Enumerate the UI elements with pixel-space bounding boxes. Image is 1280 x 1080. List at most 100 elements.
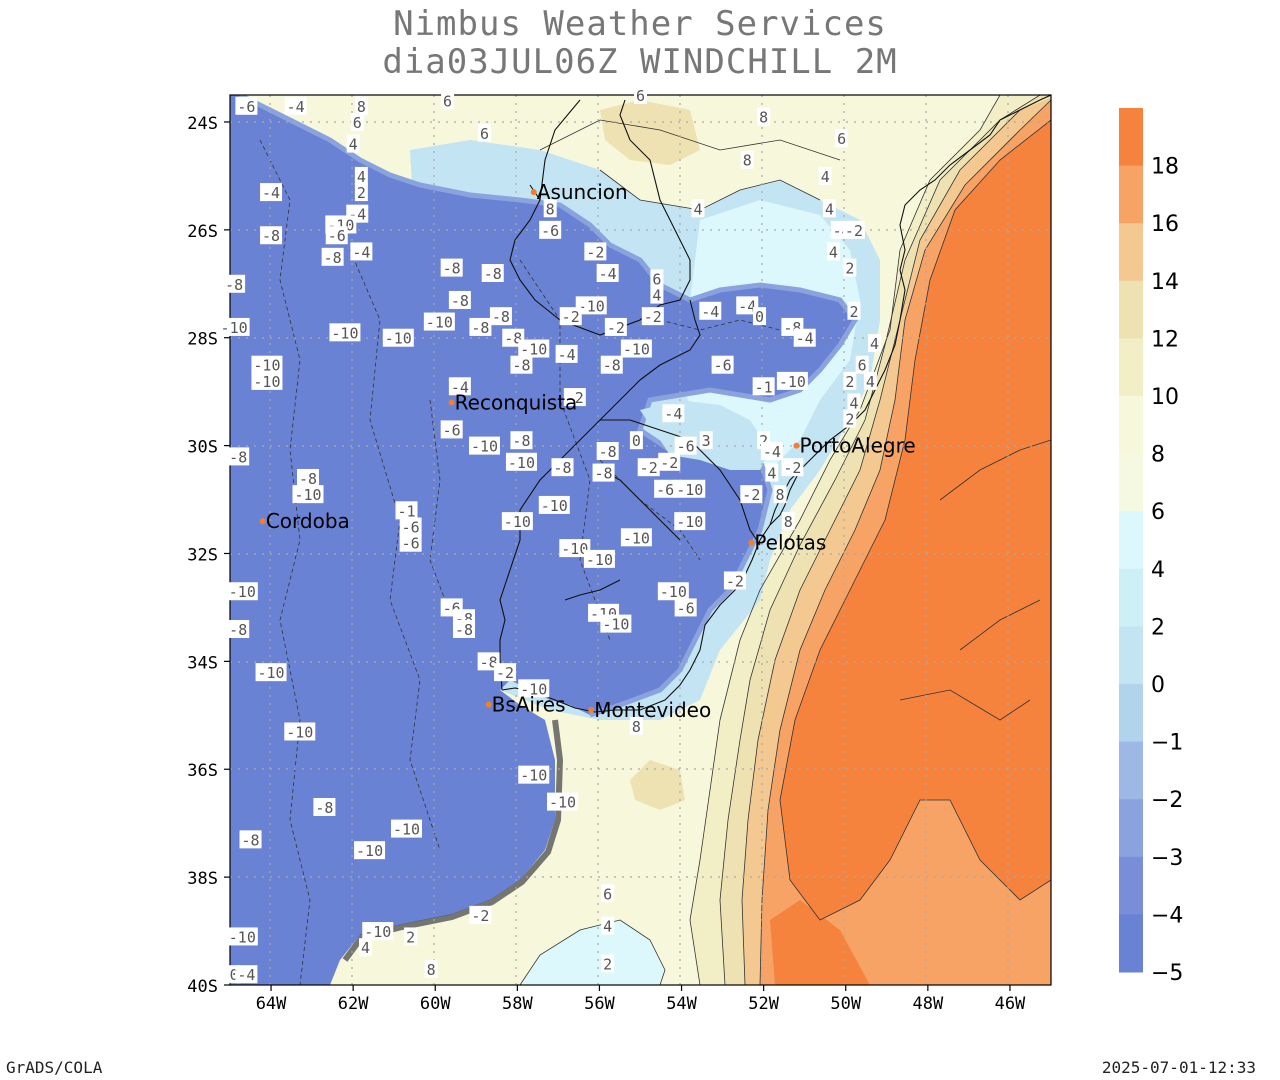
- contour-label-text: -8: [603, 357, 621, 375]
- contour-label-bg: [518, 339, 550, 358]
- contour-label-bg: [855, 355, 869, 374]
- contour-label-bg: [239, 830, 262, 849]
- contour-label: -4: [235, 965, 258, 984]
- contour-label: -4: [448, 377, 471, 396]
- lon-label: 54W: [666, 994, 697, 1014]
- zone-16-18-south: [770, 900, 870, 985]
- contour-label: -8: [600, 355, 623, 375]
- contour-label: 2: [354, 183, 368, 202]
- contour-label-text: -2: [586, 243, 604, 261]
- contour-label: -4: [760, 442, 783, 461]
- city-label: Reconquista: [455, 390, 578, 414]
- contour-label-text: -10: [253, 357, 280, 375]
- contour-label: -6: [711, 355, 734, 375]
- colorbar-segment: [1119, 453, 1143, 512]
- contour-label-text: 8: [784, 513, 793, 531]
- contour-label-text: -4: [451, 378, 469, 396]
- contour-label-text: -8: [484, 265, 502, 283]
- contour-label-text: -2: [640, 459, 658, 477]
- contour-label-text: -8: [443, 260, 461, 278]
- contour-label-text: -2: [496, 664, 514, 682]
- city-label: Cordoba: [266, 509, 350, 533]
- contour-label-text: -10: [294, 486, 321, 504]
- contour-label: -2: [469, 905, 492, 925]
- contour-label: 2: [601, 954, 615, 973]
- contour-label-text: -10: [258, 664, 285, 682]
- contour-label-bg: [842, 220, 865, 239]
- lon-label: 60W: [420, 994, 451, 1014]
- contour-label-text: -4: [738, 297, 756, 315]
- contour-label-text: -10: [676, 481, 703, 499]
- contour-label: 4: [847, 393, 861, 412]
- contour-label: -4: [260, 183, 283, 202]
- contour-label-bg: [583, 549, 615, 568]
- colorbar-label: 14: [1151, 270, 1179, 295]
- contour-label-bg: [441, 91, 455, 110]
- contour-label-bg: [350, 242, 373, 261]
- contour-label-text: 4: [767, 465, 776, 483]
- contour-label: -8: [313, 798, 336, 817]
- contour-label: -8: [260, 226, 283, 245]
- colorbar-segment: [1119, 511, 1143, 570]
- colorbar-label: −3: [1151, 846, 1183, 871]
- contour-label-bg: [399, 517, 422, 536]
- contour-label-text: -6: [677, 438, 695, 456]
- graticule: [230, 95, 1051, 985]
- contour-label-text: -4: [599, 265, 617, 283]
- contour-label: -10: [583, 549, 615, 569]
- contour-label: -4: [736, 296, 759, 315]
- contour-label-text: -6: [656, 481, 674, 499]
- zone-16-18: [780, 120, 1051, 920]
- contour-label: -6: [674, 436, 697, 456]
- contour-label-bg: [654, 479, 677, 498]
- contour-label: 4: [650, 285, 664, 305]
- contour-label: -1: [395, 501, 418, 520]
- contour-label-text: -10: [578, 297, 605, 315]
- contour-label-bg: [404, 927, 418, 946]
- contour-label-bg: [555, 344, 578, 363]
- contour-label-bg: [292, 485, 324, 504]
- contour-label: -8: [452, 620, 475, 639]
- contour-label-bg: [863, 371, 877, 390]
- contour-label-text: 8: [759, 109, 768, 127]
- colorbar-segment: [1119, 626, 1143, 685]
- contour-label-text: -2: [566, 389, 584, 407]
- contour-label-text: -10: [504, 513, 531, 531]
- contour-label-text: -10: [541, 497, 568, 515]
- city-dot: [259, 518, 266, 525]
- colorbar-segment: [1119, 108, 1143, 167]
- contour-label-bg: [781, 458, 804, 477]
- city-asuncion: Asuncion: [530, 180, 628, 204]
- contour-label-text: -8: [455, 621, 473, 639]
- contour-label-text: 4: [361, 939, 370, 957]
- contour-label: -10: [674, 512, 706, 531]
- contour-label-bg: [765, 463, 779, 482]
- contour-label-bg: [835, 129, 849, 148]
- contour-label-bg: [358, 938, 372, 957]
- contour-label-text: -8: [599, 443, 617, 461]
- contour-label-text: 2: [845, 373, 854, 391]
- contour-label: -6: [399, 533, 422, 553]
- contour-label-text: -1: [397, 502, 415, 520]
- contour-label: -10: [776, 371, 808, 391]
- paraguay-border: [509, 99, 691, 336]
- city-label: Montevideo: [594, 698, 711, 722]
- contour-label-text: 6: [858, 357, 867, 375]
- colorbar: 18 16 14 12 10 8 6 4 2 0 −1 −2 −3 −4 −5: [1119, 108, 1183, 986]
- contour-label-text: 0: [632, 432, 641, 450]
- contour-label-bg: [674, 479, 706, 498]
- contour-label: -10: [518, 679, 550, 698]
- contour-label-text: -10: [602, 616, 629, 634]
- contour-label-bg: [440, 420, 463, 439]
- colorbar-segment: [1119, 223, 1143, 282]
- contour-label-bg: [494, 663, 517, 682]
- contour-label: -10: [547, 792, 579, 812]
- colorbar-segment: [1119, 684, 1143, 743]
- contour-label-bg: [584, 242, 607, 261]
- contour-label-bg: [843, 409, 857, 428]
- contour-label-bg: [662, 404, 685, 423]
- contour-label: -10: [354, 841, 386, 860]
- contour-label: -10: [600, 614, 632, 634]
- colorbar-segment: [1119, 280, 1143, 339]
- contour-label-bg: [469, 905, 492, 924]
